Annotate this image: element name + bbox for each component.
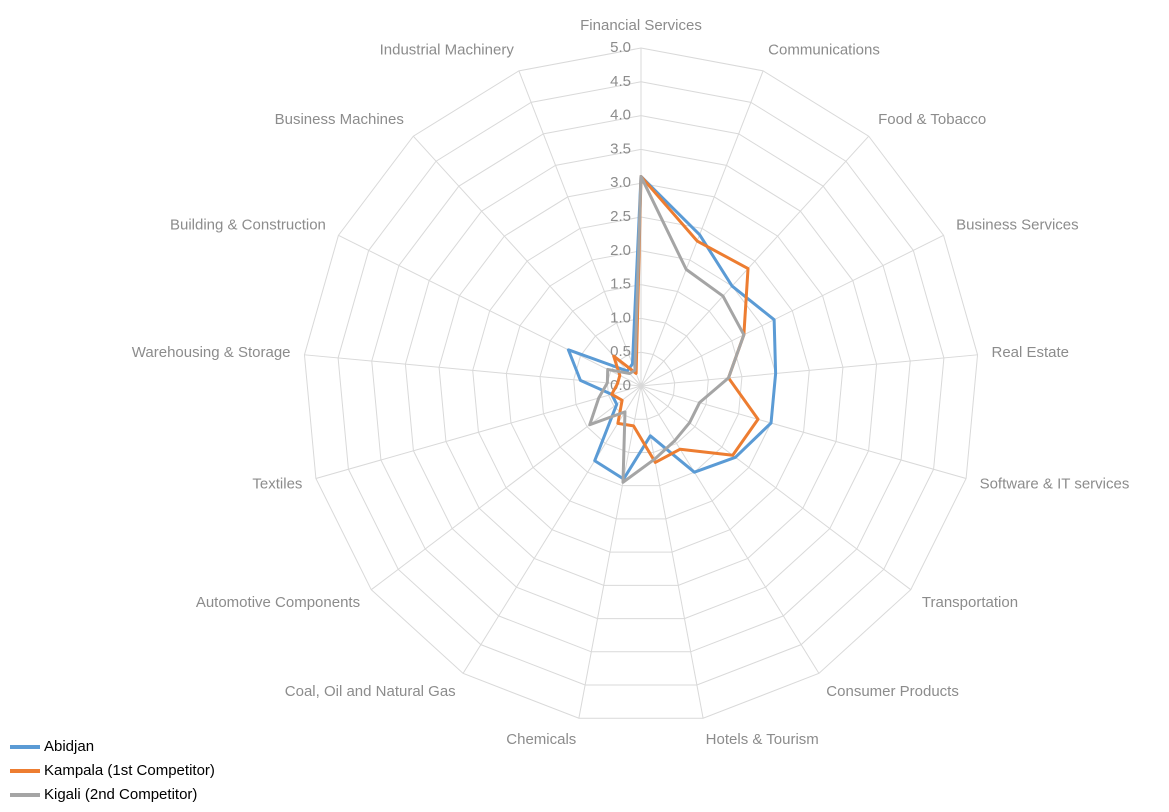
tick-label: 4.0 <box>610 107 631 124</box>
axis-spoke <box>640 135 870 387</box>
category-label: Warehousing & Storage <box>132 344 291 361</box>
grid-ring <box>505 250 777 520</box>
axis-spoke <box>412 135 642 387</box>
category-label: Real Estate <box>991 344 1069 361</box>
grid-ring <box>303 47 979 719</box>
legend-label: Kigali (2nd Competitor) <box>44 786 197 803</box>
category-label: Consumer Products <box>826 683 959 700</box>
category-label: Transportation <box>922 594 1018 611</box>
tick-label: 1.5 <box>610 276 631 293</box>
grid-ring <box>337 81 945 686</box>
category-label: Chemicals <box>506 731 576 748</box>
category-label: Industrial Machinery <box>380 41 515 58</box>
axis-spoke <box>578 385 642 719</box>
tick-label: 3.0 <box>610 174 631 191</box>
series-line <box>566 174 778 481</box>
axis-spoke <box>640 385 967 479</box>
category-label: Automotive Components <box>196 594 360 611</box>
category-label: Coal, Oil and Natural Gas <box>285 683 456 700</box>
legend-label: Abidjan <box>44 738 94 755</box>
axis-spoke <box>370 385 642 591</box>
category-label: Food & Tobacco <box>878 111 986 128</box>
axis-spoke <box>640 385 820 674</box>
axis-spoke <box>304 354 642 387</box>
category-label: Building & Construction <box>170 217 326 234</box>
axis-spoke <box>640 70 764 387</box>
grid-ring <box>438 182 844 586</box>
axis-spoke <box>640 385 912 591</box>
grid-ring <box>472 216 810 553</box>
legend-label: Kampala (1st Competitor) <box>44 762 215 779</box>
axis-spoke <box>640 385 704 719</box>
category-label: Textiles <box>252 475 302 492</box>
tick-label: 2.0 <box>610 242 631 259</box>
grid-ring <box>371 115 911 653</box>
category-label: Financial Services <box>580 17 702 34</box>
category-label: Communications <box>768 41 880 58</box>
series-line <box>588 174 746 484</box>
axis-spoke <box>640 354 978 387</box>
category-label: Hotels & Tourism <box>706 731 819 748</box>
tick-label: 3.5 <box>610 140 631 157</box>
grid-ring <box>404 148 878 620</box>
axis-spoke <box>315 385 642 479</box>
tick-label: 5.0 <box>610 39 631 56</box>
tick-label: 4.5 <box>610 73 631 90</box>
category-label: Software & IT services <box>980 475 1130 492</box>
axis-spoke <box>462 385 642 674</box>
axis-spoke <box>518 70 642 387</box>
grid-ring <box>539 284 743 487</box>
tick-label: 2.5 <box>610 208 631 225</box>
tick-label: 1.0 <box>610 309 631 326</box>
axis-spoke <box>640 234 944 387</box>
category-label: Business Machines <box>275 111 404 128</box>
category-label: Business Services <box>956 217 1079 234</box>
axis-spoke <box>338 234 642 387</box>
